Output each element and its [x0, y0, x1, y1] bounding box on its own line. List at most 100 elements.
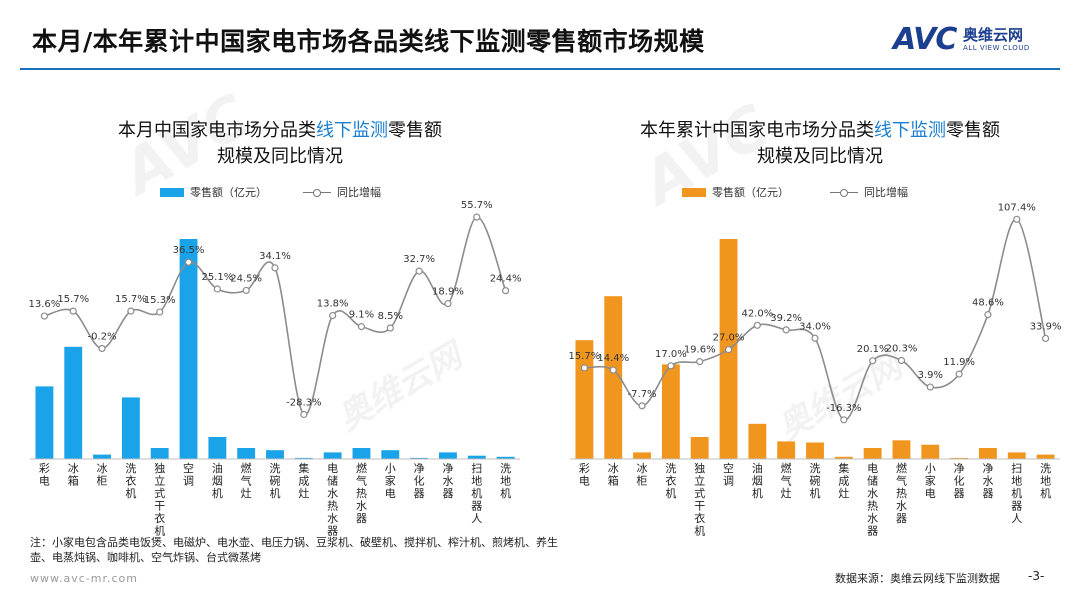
- bar-洗地机: [496, 456, 515, 459]
- category-label-油烟机: 油烟机: [212, 461, 223, 500]
- growth-point-燃气热水器: [897, 356, 906, 365]
- growth-point-小家电: [926, 383, 934, 391]
- bar-油烟机: [748, 423, 767, 459]
- growth-label-彩电: 13.6%: [29, 299, 61, 310]
- growth-label-燃气热水器: 9.1%: [349, 310, 374, 321]
- growth-point-集成灶: [300, 410, 308, 419]
- bar-燃气热水器: [892, 440, 911, 459]
- category-label-小家电: 小家电: [925, 462, 936, 500]
- monthly-chart-plot: 13.6%15.7%-0.2%15.7%15.3%36.5%25.1%24.5%…: [29, 200, 522, 537]
- growth-point-洗衣机: [667, 362, 675, 370]
- growth-point-空调: [184, 258, 193, 266]
- website-url[interactable]: www.avc-mr.com: [30, 572, 138, 585]
- growth-point-洗碗机: [271, 264, 279, 272]
- growth-point-独立式干衣机: [156, 308, 164, 316]
- growth-label-扫地机器人: 107.4%: [998, 202, 1036, 213]
- growth-point-电储水热水器: [869, 357, 877, 365]
- growth-point-冰箱: [609, 366, 617, 374]
- logo-chinese-name: 奥维云网: [963, 26, 1024, 44]
- category-label-洗碗机: 洗碗机: [810, 462, 821, 500]
- bar-洗衣机: [121, 397, 140, 459]
- growth-point-冰柜: [98, 344, 106, 353]
- category-label-冰柜: 冰柜: [637, 462, 648, 488]
- bar-净水器: [979, 448, 997, 459]
- bar-燃气灶: [777, 441, 796, 459]
- growth-point-彩电: [580, 364, 589, 372]
- bar-电储水热水器: [323, 452, 342, 459]
- category-label-冰柜: 冰柜: [97, 462, 108, 488]
- category-label-集成灶: 集成灶: [838, 461, 849, 500]
- growth-point-彩电: [40, 312, 49, 320]
- growth-point-空调: [724, 346, 733, 354]
- legend-item-line: 同比增幅: [303, 184, 381, 200]
- bar-净水器: [439, 452, 457, 459]
- bar-洗碗机: [806, 442, 824, 459]
- growth-point-油烟机: [753, 321, 761, 329]
- category-label-净化器: 净化器: [414, 461, 425, 500]
- bar-燃气灶: [237, 448, 256, 459]
- growth-point-电储水热水器: [329, 311, 337, 320]
- category-label-净水器: 净水器: [982, 461, 993, 500]
- growth-label-燃气热水器: 20.3%: [886, 343, 918, 354]
- growth-point-集成灶: [840, 416, 848, 424]
- logo-english-name: ALL VIEW CLOUD: [963, 44, 1030, 52]
- category-label-空调: 空调: [723, 461, 734, 488]
- category-label-集成灶: 集成灶: [298, 461, 309, 500]
- growth-point-燃气灶: [782, 326, 790, 334]
- growth-point-净化器: [415, 267, 423, 275]
- bar-电储水热水器: [863, 448, 882, 459]
- category-label-电储水热水器: 电储水热水器: [327, 462, 338, 538]
- bar-净化器: [410, 457, 429, 459]
- growth-point-洗地机: [1041, 334, 1050, 343]
- growth-label-冰箱: 14.4%: [597, 353, 629, 364]
- growth-label-集成灶: -28.3%: [286, 398, 321, 409]
- category-label-扫地机器人: 扫地机器人: [471, 462, 482, 525]
- category-label-电储水热水器: 电储水热水器: [867, 462, 878, 538]
- growth-label-冰柜: -0.2%: [88, 331, 117, 342]
- legend-item-bar: 零售额（亿元）: [160, 184, 267, 200]
- growth-point-冰柜: [638, 402, 646, 410]
- monthly-chart: 本月中国家电市场分品类线下监测零售额 规模及同比情况 零售额（亿元） 同比增幅 …: [20, 112, 540, 538]
- growth-point-净水器: [444, 299, 452, 308]
- growth-label-冰柜: -7.7%: [628, 389, 657, 400]
- growth-point-燃气灶: [242, 286, 250, 295]
- category-label-洗地机: 洗地机: [1040, 462, 1051, 500]
- growth-point-扫地机器人: [473, 213, 481, 221]
- category-label-净水器: 净水器: [442, 461, 453, 500]
- category-label-燃气灶: 燃气灶: [781, 461, 792, 500]
- legend-bar-swatch: [682, 187, 706, 197]
- growth-point-净水器: [984, 311, 992, 319]
- growth-label-小家电: 3.9%: [918, 370, 943, 381]
- growth-point-扫地机器人: [1013, 215, 1021, 223]
- bar-洗碗机: [266, 450, 284, 459]
- category-label-空调: 空调: [183, 461, 194, 488]
- legend-item-line: 同比增幅: [830, 184, 908, 200]
- footnote: 注：小家电包含品类电饭煲、电磁炉、电水壶、电压力锅、豆浆机、破壁机、搅拌机、榨汁…: [30, 536, 558, 564]
- growth-label-洗碗机: 34.1%: [259, 251, 291, 262]
- bar-空调: [179, 239, 198, 459]
- growth-label-小家电: 8.5%: [378, 311, 403, 322]
- data-source: 数据来源：奥维云网线下监测数据: [835, 572, 1000, 585]
- page-number: -3-: [1028, 569, 1045, 583]
- growth-label-洗衣机: 15.7%: [115, 294, 147, 305]
- bar-洗地机: [1036, 454, 1055, 459]
- bar-燃气热水器: [352, 448, 371, 459]
- bar-冰柜: [633, 452, 651, 459]
- growth-label-净化器: 32.7%: [403, 254, 435, 265]
- bar-集成灶: [294, 457, 313, 459]
- bar-集成灶: [834, 456, 853, 459]
- bar-彩电: [575, 340, 594, 459]
- ytd-chart: 本年累计中国家电市场分品类线下监测零售额 规模及同比情况 零售额（亿元） 同比增…: [560, 112, 1080, 538]
- category-label-扫地机器人: 扫地机器人: [1011, 462, 1022, 525]
- bar-扫地机器人: [1007, 452, 1026, 459]
- growth-point-洗衣机: [127, 307, 135, 315]
- growth-label-独立式干衣机: 19.6%: [684, 345, 716, 356]
- category-label-冰箱: 冰箱: [608, 462, 619, 488]
- category-label-小家电: 小家电: [385, 462, 396, 500]
- bar-扫地机器人: [467, 455, 486, 459]
- category-label-洗衣机: 洗衣机: [665, 462, 676, 500]
- chart-legend: 零售额（亿元） 同比增幅: [20, 184, 540, 202]
- chart-title: 本年累计中国家电市场分品类线下监测零售额 规模及同比情况: [640, 120, 1000, 167]
- growth-point-洗地机: [501, 287, 510, 295]
- growth-label-独立式干衣机: 15.3%: [144, 295, 176, 306]
